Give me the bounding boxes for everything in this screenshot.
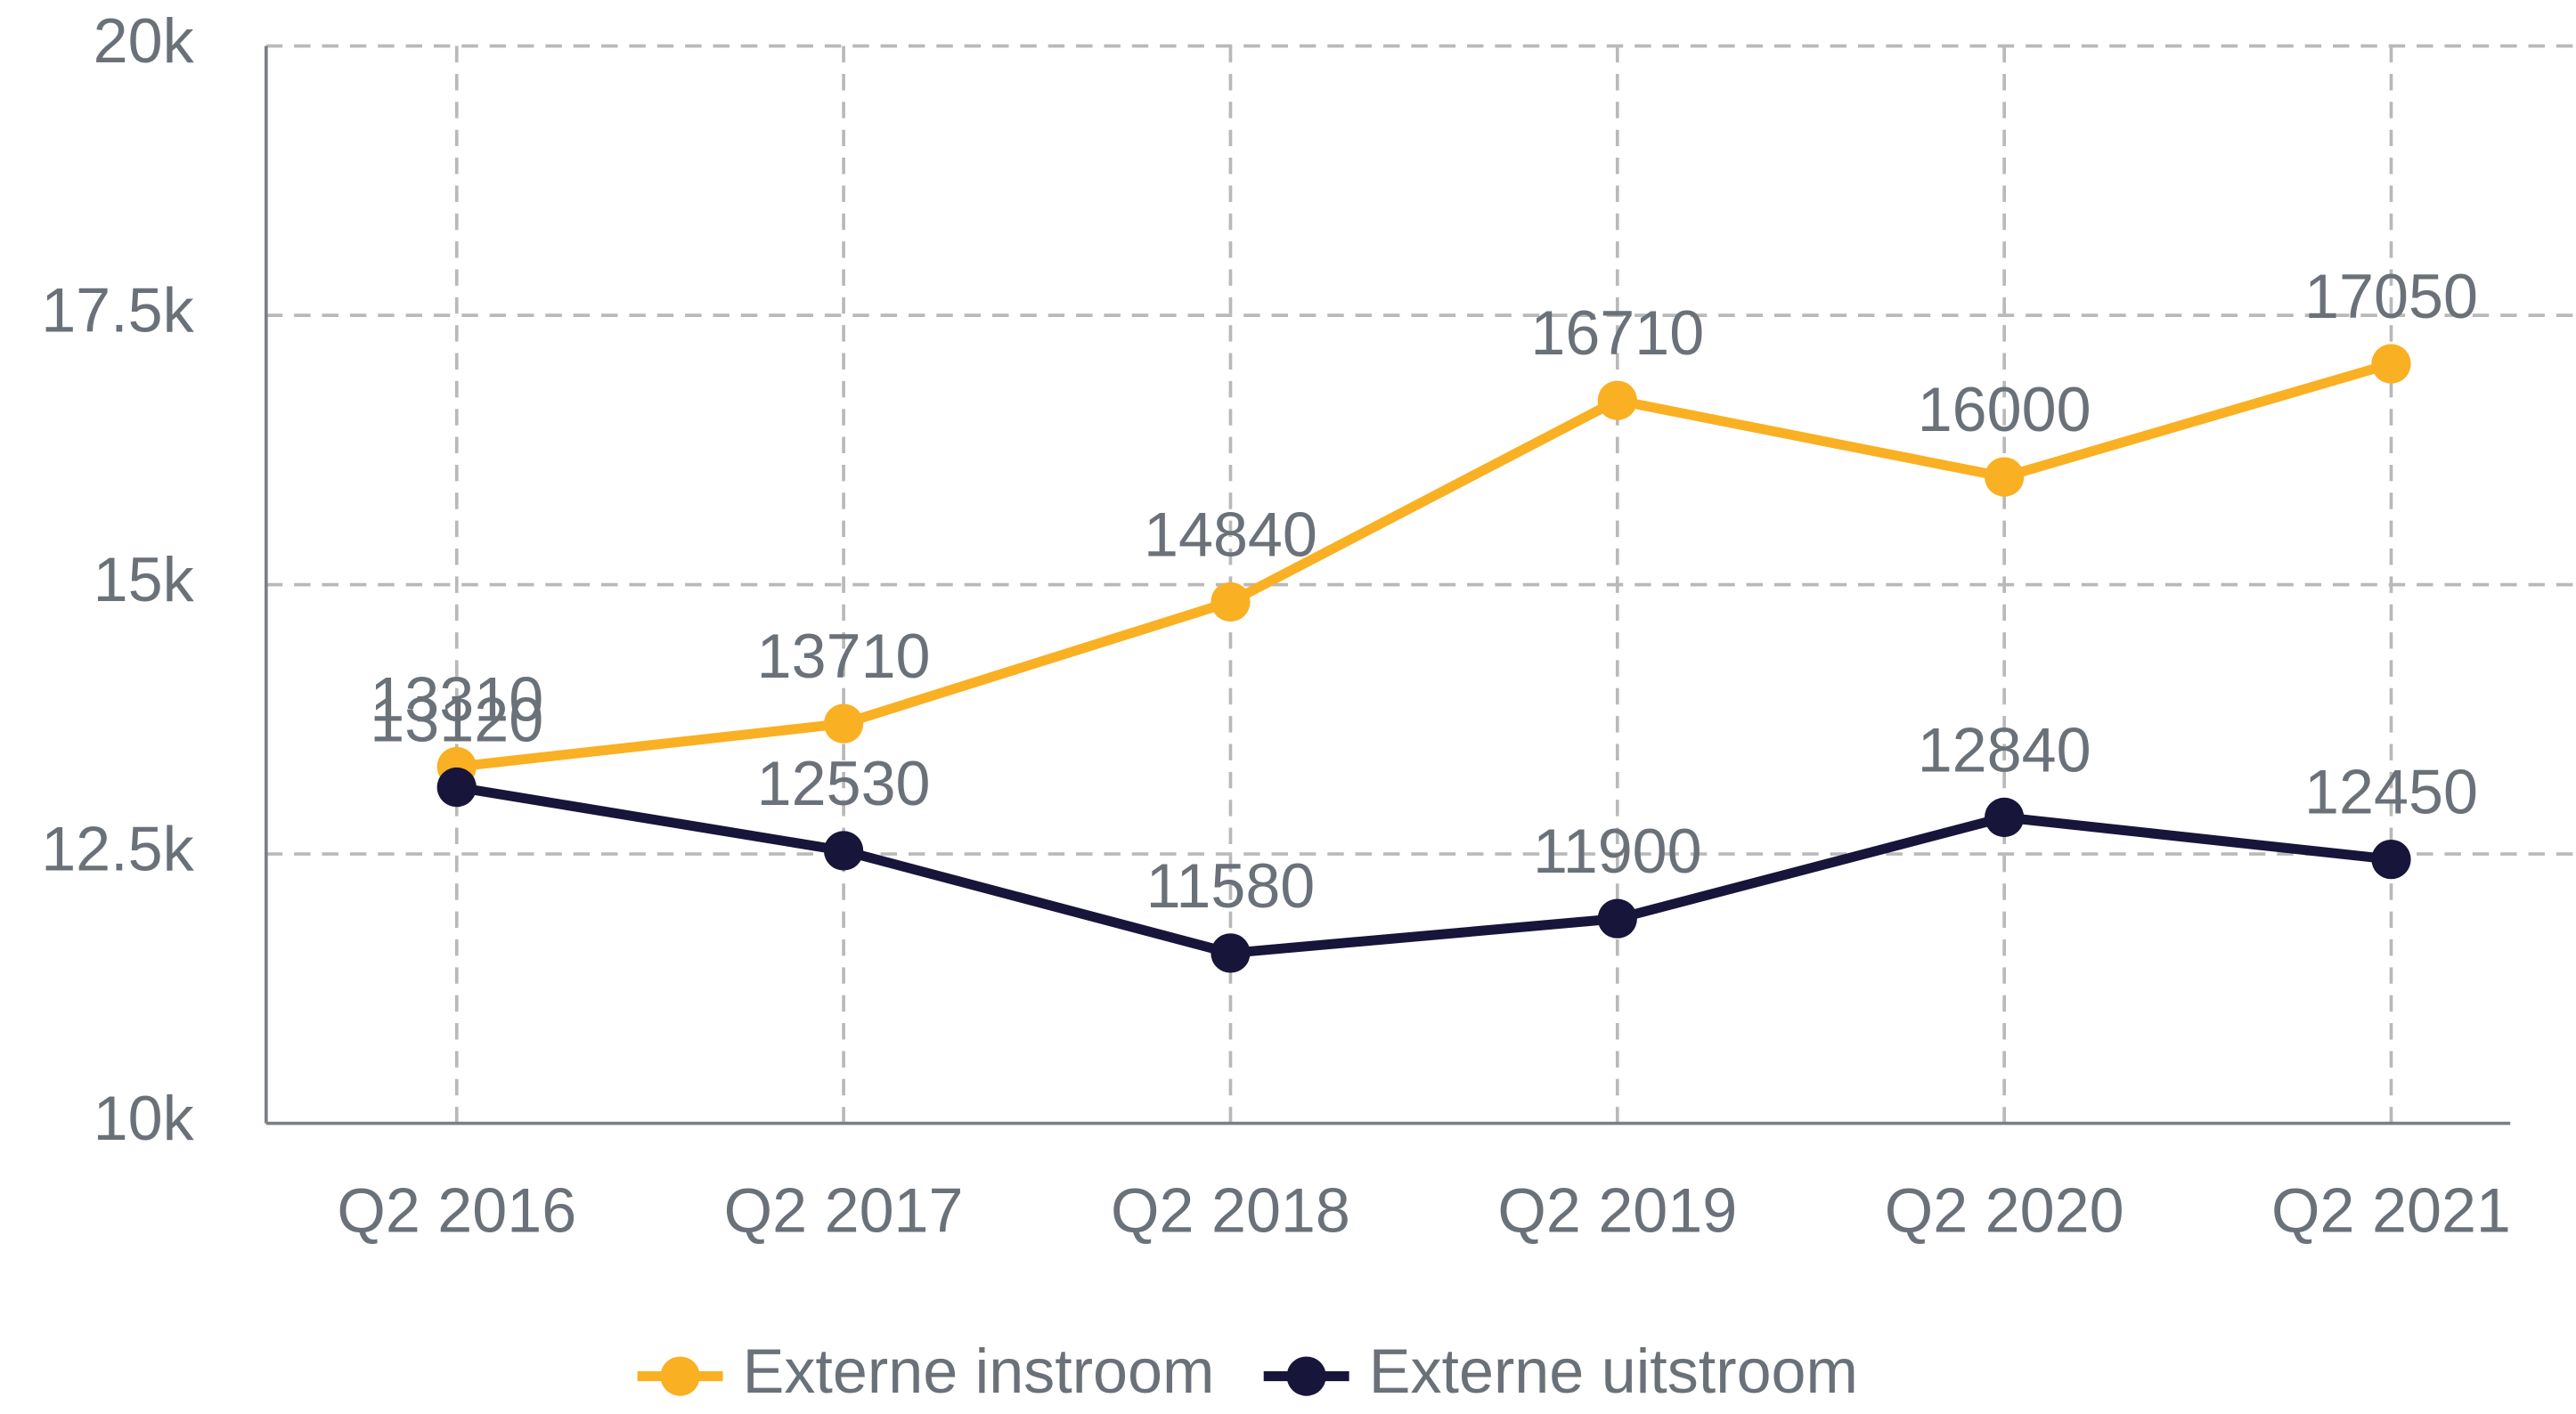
data-point: [1985, 457, 2025, 497]
legend-label: Externe instroom: [743, 1337, 1215, 1406]
data-point: [1211, 581, 1251, 622]
x-tick-label: Q2 2018: [1111, 1175, 1350, 1245]
y-tick-label: 15k: [94, 545, 195, 614]
data-label: 14840: [1144, 500, 1317, 569]
y-tick-label: 12.5k: [41, 815, 194, 884]
data-label: 13710: [757, 622, 931, 691]
data-label: 16710: [1530, 298, 1704, 368]
x-tick-label: Q2 2017: [724, 1175, 964, 1245]
x-tick-label: Q2 2021: [2271, 1175, 2511, 1245]
legend-marker: [1286, 1356, 1326, 1396]
data-label: 13120: [370, 685, 543, 754]
series-line: [456, 359, 2393, 772]
data-label: 12840: [1918, 715, 2091, 784]
data-label: 11580: [1146, 851, 1316, 921]
data-point: [1597, 380, 1637, 420]
x-tick-label: Q2 2016: [337, 1175, 576, 1245]
data-point: [1211, 933, 1251, 973]
data-point: [2371, 839, 2411, 880]
series-line: [455, 782, 2393, 958]
data-label: 12530: [757, 749, 931, 818]
data-point: [2371, 344, 2411, 384]
y-tick-label: 17.5k: [41, 276, 194, 345]
data-label: 17050: [2304, 262, 2478, 331]
y-tick-label: 20k: [94, 6, 195, 76]
data-point: [823, 831, 864, 871]
data-label: 11900: [1533, 817, 1702, 886]
data-point: [436, 767, 477, 808]
data-label: 16000: [1918, 375, 2091, 444]
legend-label: Externe uitstroom: [1369, 1337, 1858, 1406]
data-point: [823, 703, 864, 744]
data-point: [1597, 898, 1637, 939]
y-tick-label: 10k: [94, 1084, 195, 1153]
data-label: 12450: [2304, 758, 2478, 827]
data-label: 13310: [370, 664, 543, 734]
data-point: [1985, 797, 2025, 838]
legend-marker: [660, 1356, 700, 1396]
x-tick-label: Q2 2020: [1885, 1175, 2124, 1245]
x-tick-label: Q2 2019: [1497, 1175, 1737, 1245]
